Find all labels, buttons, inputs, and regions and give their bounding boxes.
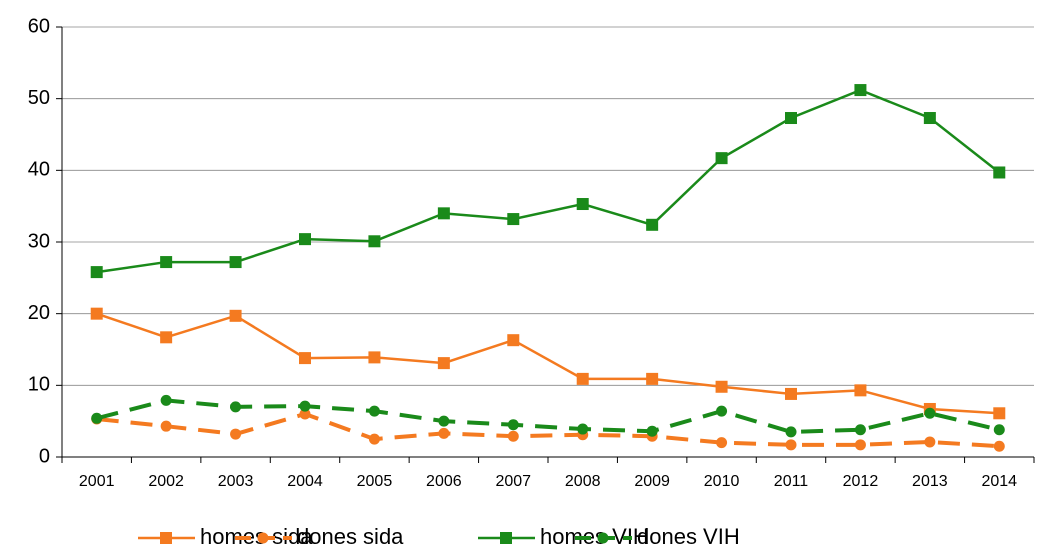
legend-marker	[597, 532, 609, 544]
x-tick-label: 2012	[843, 473, 879, 490]
series-line	[96, 88, 1001, 274]
data-point	[923, 112, 936, 125]
data-point	[299, 352, 311, 365]
data-point	[716, 405, 728, 417]
data-point	[785, 112, 797, 125]
y-tick-label: 60	[28, 15, 50, 37]
x-tick-label: 2004	[287, 473, 323, 490]
x-tick-label: 2011	[774, 473, 809, 490]
legend-label: homes sida	[200, 524, 313, 547]
data-point	[229, 256, 242, 269]
data-point	[646, 372, 659, 385]
data-point	[299, 233, 311, 246]
data-point	[924, 407, 936, 419]
data-point	[993, 424, 1005, 436]
y-tick-label: 0	[39, 445, 50, 467]
data-point	[715, 380, 728, 393]
y-tick-label: 40	[28, 159, 50, 181]
data-point	[368, 433, 380, 445]
data-point	[437, 207, 450, 220]
data-point	[438, 427, 450, 439]
data-point	[576, 372, 589, 385]
data-point	[368, 405, 380, 417]
data-point	[785, 439, 797, 451]
x-tick-label: 2001	[79, 473, 115, 490]
data-point	[785, 387, 797, 400]
data-point	[993, 407, 1006, 420]
data-point	[924, 436, 936, 448]
data-point	[368, 235, 381, 248]
x-tick-label: 2010	[704, 473, 740, 490]
series-line	[96, 398, 1000, 434]
series-line	[96, 312, 1000, 415]
data-point	[646, 218, 659, 231]
y-tick-label: 20	[28, 302, 50, 324]
x-tick-label: 2014	[981, 473, 1017, 490]
legend-marker	[500, 532, 512, 544]
data-point	[299, 400, 311, 412]
data-point	[507, 334, 520, 347]
data-point	[507, 213, 520, 226]
x-tick-label: 2007	[495, 473, 531, 490]
data-point	[90, 307, 103, 320]
data-point	[438, 415, 450, 427]
data-point	[437, 357, 450, 370]
data-point	[299, 408, 311, 420]
data-point	[646, 425, 658, 437]
x-tick-label: 2006	[426, 473, 462, 490]
data-point	[160, 331, 173, 344]
data-point	[507, 430, 519, 442]
y-tick-label: 10	[28, 374, 50, 396]
data-point	[229, 309, 242, 322]
legend-label: dones VIH	[637, 524, 740, 547]
legend-label: homes VIH	[540, 524, 649, 547]
data-point	[715, 152, 728, 165]
data-point	[854, 439, 866, 451]
legend-label: dones sida	[297, 524, 404, 547]
data-point	[160, 420, 172, 432]
data-point	[577, 423, 589, 435]
data-point	[576, 198, 589, 211]
data-point	[160, 256, 173, 269]
x-tick-label: 2005	[357, 473, 393, 490]
data-point	[785, 426, 797, 438]
legend-marker	[160, 532, 172, 544]
y-tick-label: 50	[28, 87, 50, 109]
legend-marker	[257, 532, 269, 544]
data-point	[230, 401, 242, 413]
data-point	[993, 166, 1006, 179]
series-line	[96, 411, 1000, 449]
x-tick-label: 2013	[912, 473, 948, 490]
x-tick-label: 2008	[565, 473, 601, 490]
data-point	[368, 351, 381, 364]
x-tick-label: 2009	[634, 473, 670, 490]
data-point	[91, 412, 103, 424]
data-point	[854, 84, 867, 97]
data-point	[160, 394, 172, 406]
data-point	[716, 437, 728, 449]
x-tick-label: 2002	[148, 473, 184, 490]
data-point	[230, 428, 242, 440]
y-tick-label: 30	[28, 230, 50, 252]
data-point	[993, 440, 1005, 452]
data-point	[854, 424, 866, 436]
data-point	[854, 384, 867, 397]
x-tick-label: 2003	[218, 473, 254, 490]
data-point	[90, 266, 103, 279]
data-point	[507, 419, 519, 431]
